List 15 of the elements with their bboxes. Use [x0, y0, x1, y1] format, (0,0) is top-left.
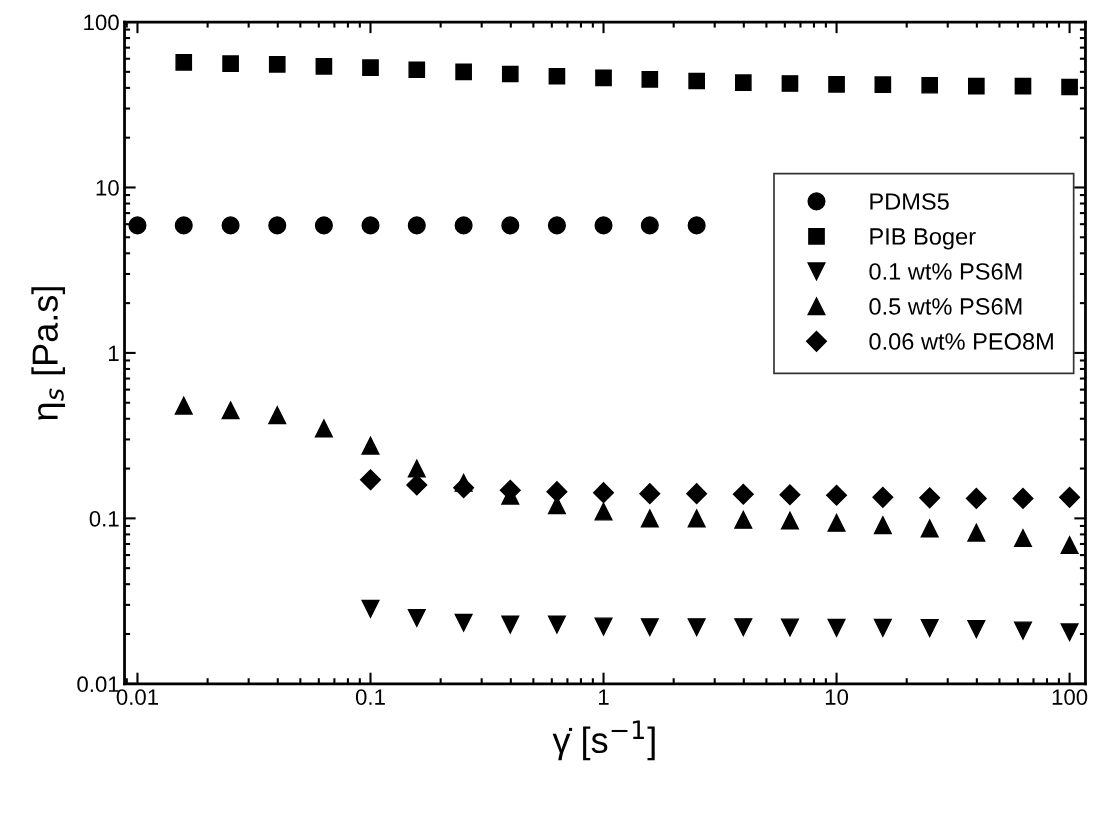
x-tick-label: 100 — [1052, 689, 1088, 705]
y-tick-label: 10 — [96, 180, 119, 196]
x-tick-label: 0.1 — [355, 689, 385, 705]
legend-label: PIB Boger — [870, 228, 976, 250]
x-tick-label: 10 — [825, 689, 849, 705]
x-axis-title: γ̇ [s$^{−1}$] — [552, 720, 655, 761]
legend-label: PDMS5 — [870, 193, 949, 210]
legend-label: 0.06 wt% PEO8M — [869, 333, 1053, 350]
y-tick-label: 1 — [109, 345, 119, 361]
y-tick-label: 100 — [84, 14, 119, 31]
x-tick-label: 1 — [599, 689, 609, 705]
legend-label: 0.1 wt% PS6M — [869, 263, 1022, 280]
legend-label: 0.5 wt% PS6M — [869, 298, 1022, 315]
y-tick-label: 0.1 — [89, 510, 119, 527]
y-axis-title: η$_{s}$ [Pa.s] — [31, 287, 66, 420]
